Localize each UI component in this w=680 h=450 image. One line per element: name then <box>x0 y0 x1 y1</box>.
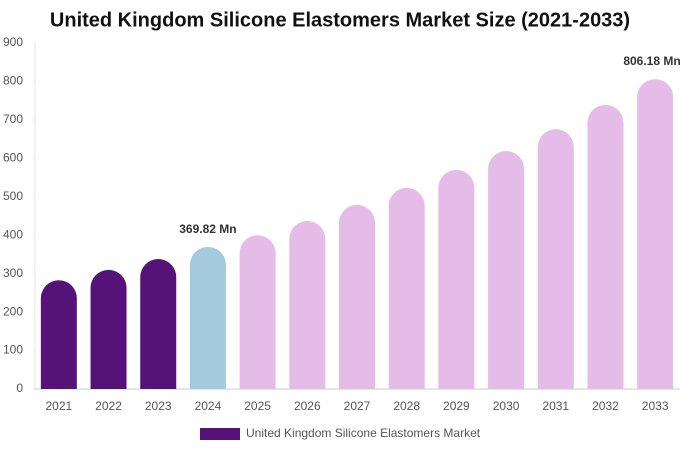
y-tick-label: 200 <box>3 304 23 318</box>
bar <box>438 169 475 389</box>
x-tick-label: 2031 <box>542 399 569 413</box>
y-tick-label: 400 <box>3 227 23 241</box>
y-tick-label: 900 <box>3 35 23 49</box>
bar <box>189 246 226 389</box>
bar <box>90 269 127 389</box>
y-tick-label: 600 <box>3 151 23 165</box>
y-tick-label: 100 <box>3 343 23 357</box>
x-tick-label: 2026 <box>294 399 321 413</box>
y-tick-label: 700 <box>3 112 23 126</box>
bar <box>239 235 276 389</box>
x-tick-label: 2032 <box>592 399 619 413</box>
y-tick-label: 500 <box>3 189 23 203</box>
legend-swatch <box>200 428 240 440</box>
bar <box>587 104 624 389</box>
value-label: 369.82 Mn <box>179 222 236 236</box>
x-tick-label: 2033 <box>642 399 669 413</box>
legend-label: United Kingdom Silicone Elastomers Marke… <box>246 426 481 440</box>
bar <box>289 220 326 389</box>
x-tick-label: 2021 <box>45 399 72 413</box>
y-tick-label: 800 <box>3 74 23 88</box>
bar <box>40 280 77 389</box>
bar <box>140 259 177 389</box>
bar <box>537 129 574 390</box>
x-tick-label: 2029 <box>443 399 470 413</box>
bar <box>339 204 375 389</box>
chart-title: United Kingdom Silicone Elastomers Marke… <box>50 9 630 31</box>
y-tick-label: 0 <box>16 381 23 395</box>
x-tick-label: 2024 <box>195 399 222 413</box>
x-tick-label: 2023 <box>145 399 172 413</box>
x-tick-label: 2027 <box>344 399 371 413</box>
bar <box>637 79 674 390</box>
bar <box>488 151 525 389</box>
bar <box>388 187 425 389</box>
x-tick-label: 2028 <box>393 399 420 413</box>
x-tick-label: 2025 <box>244 399 271 413</box>
x-tick-label: 2030 <box>493 399 520 413</box>
y-tick-label: 300 <box>3 266 23 280</box>
x-tick-label: 2022 <box>95 399 122 413</box>
value-label: 806.18 Mn <box>623 54 680 68</box>
